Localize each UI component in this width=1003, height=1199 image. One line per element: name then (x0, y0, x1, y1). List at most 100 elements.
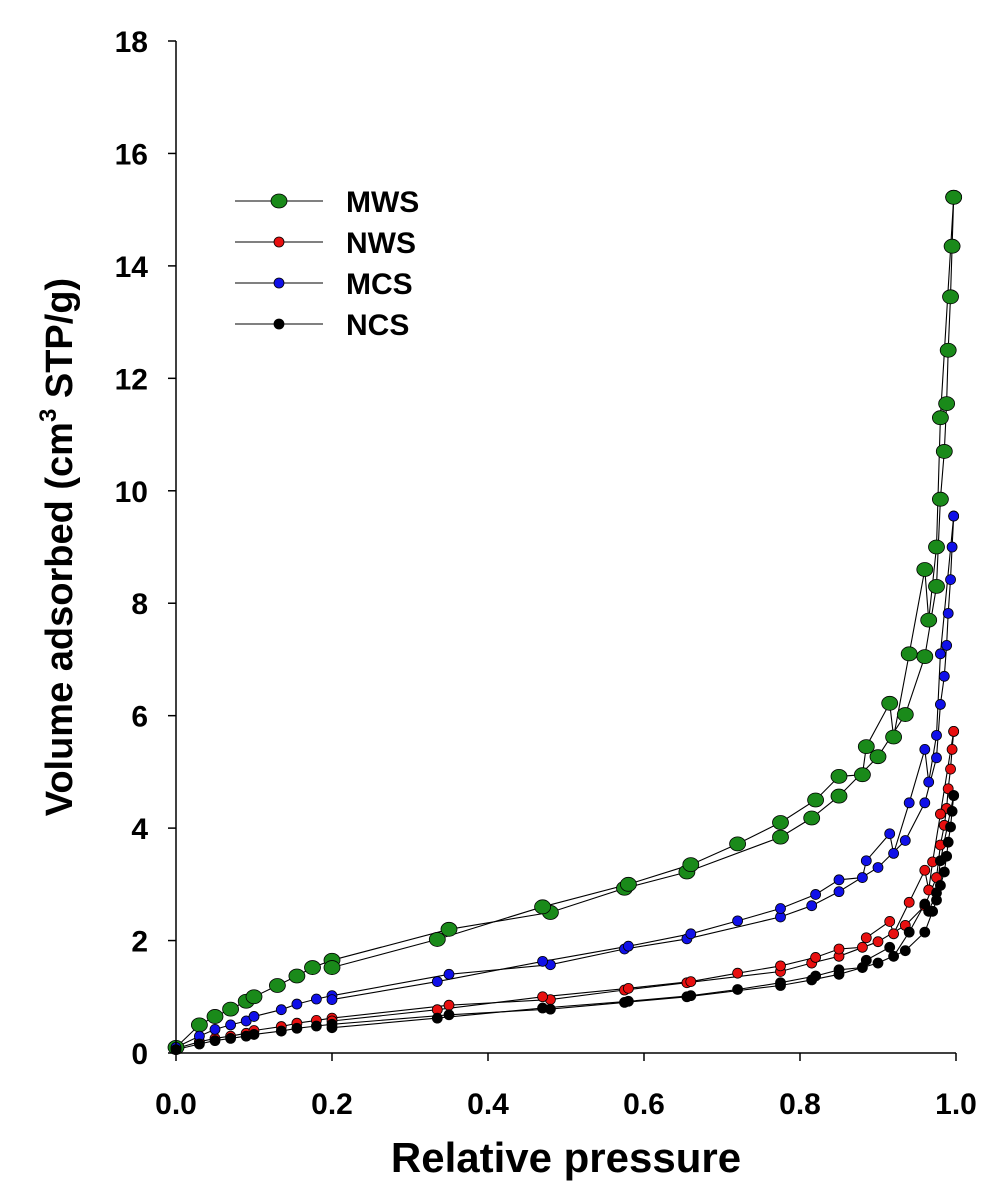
mws-point (857, 739, 875, 754)
nws-point (860, 932, 872, 944)
mcs-point (225, 1019, 237, 1031)
mws-point (945, 189, 963, 205)
legend-marker-mws (270, 193, 288, 209)
ncs-point (884, 941, 896, 953)
mws-point (869, 749, 887, 765)
ncs-point (248, 1029, 260, 1040)
mws-point (206, 1009, 224, 1024)
ncs-point (935, 855, 946, 867)
mws-point (854, 767, 871, 783)
legend-label-mws: MWS (346, 186, 419, 219)
nws-point (857, 941, 868, 953)
ncs-point (946, 805, 958, 817)
mcs-point (833, 886, 845, 898)
y-tick-label: 18 (115, 26, 148, 59)
mcs-point (443, 968, 455, 980)
ncs-point (537, 1002, 548, 1014)
mcs-point (248, 1011, 260, 1022)
ncs-point (685, 990, 697, 1002)
x-tick-label: 0.4 (467, 1088, 509, 1121)
y-axis-title-main: Volume adsorbed (cm (39, 422, 81, 816)
mws-point (830, 788, 848, 804)
ncs-adsorption-line (175, 795, 955, 1051)
ncs-point (775, 977, 786, 989)
legend-label-ncs: NCS (346, 309, 409, 342)
x-tick-label: 1.0 (935, 1088, 977, 1121)
nws-point (775, 960, 786, 972)
nws-point (872, 936, 884, 948)
mws-point (772, 829, 789, 845)
mcs-point (291, 998, 303, 1010)
mws-point (288, 968, 306, 984)
mws-point (896, 707, 914, 722)
mws-point (620, 876, 637, 892)
y-tick-label: 2 (131, 926, 148, 959)
ncs-point (903, 926, 915, 938)
mcs-point (685, 928, 697, 940)
mcs-point (931, 729, 942, 741)
ncs-point (443, 1009, 455, 1021)
nws-point (888, 928, 899, 940)
series-lines (175, 197, 955, 1051)
ncs-point (888, 950, 899, 962)
ncs-desorption-line (331, 795, 955, 1029)
mws-desorption-line (331, 197, 955, 969)
mcs-point (948, 510, 960, 522)
nws-point (443, 999, 455, 1011)
ncs-point (945, 821, 956, 833)
mcs-point (209, 1023, 221, 1035)
ncs-point (931, 887, 942, 899)
mws-point (268, 978, 286, 993)
mcs-point (310, 993, 322, 1005)
mcs-point (431, 976, 443, 987)
ncs-point (857, 962, 868, 973)
nws-point (903, 896, 915, 908)
ncs-point (291, 1022, 303, 1034)
ticks: 0 2 4 6 8 10 12 14 16 18 0.0 0.2 0.4 0.6 0.8 1.0 (115, 26, 977, 1121)
mcs-desorption-line (331, 516, 955, 1001)
mcs-point (810, 889, 821, 900)
axes (175, 41, 956, 1054)
legend-label-mcs: MCS (346, 268, 413, 301)
legend-marker-ncs (273, 318, 285, 330)
mcs-point (537, 955, 548, 967)
mws-point (428, 932, 446, 947)
mcs-point (935, 699, 946, 710)
mws-point (900, 646, 918, 662)
mws-point (440, 921, 458, 937)
y-tick-label: 6 (131, 701, 148, 734)
mcs-point (942, 607, 954, 619)
ncs-point (326, 1022, 338, 1034)
nws-point (685, 976, 697, 987)
nws-point (948, 726, 960, 737)
mws-point (932, 491, 949, 507)
ncs-point (431, 1012, 443, 1024)
ncs-point (833, 964, 845, 976)
mcs-point (935, 648, 946, 660)
mws-point (534, 899, 551, 915)
ncs-point (193, 1038, 205, 1050)
mws-point (916, 562, 934, 577)
mws-point (938, 396, 956, 412)
ncs-point (732, 984, 743, 995)
y-tick-label: 12 (115, 363, 148, 396)
mcs-point (623, 940, 634, 952)
mws-point (920, 612, 938, 628)
mws-point (928, 578, 945, 594)
mws-point (803, 810, 821, 826)
mcs-point (732, 915, 743, 927)
mcs-point (860, 855, 872, 867)
x-tick-label: 0.0 (155, 1088, 197, 1121)
x-tick-label: 0.2 (311, 1088, 353, 1121)
mcs-point (919, 744, 931, 755)
ncs-point (938, 866, 950, 878)
mcs-point (923, 776, 935, 788)
y-tick-label: 4 (131, 813, 148, 846)
mws-point (943, 238, 961, 254)
y-tick-label: 8 (131, 588, 148, 621)
mcs-point (946, 541, 958, 553)
nws-point (623, 982, 634, 994)
mws-point (222, 1001, 240, 1017)
mcs-point (899, 835, 911, 846)
mcs-point (919, 797, 931, 809)
